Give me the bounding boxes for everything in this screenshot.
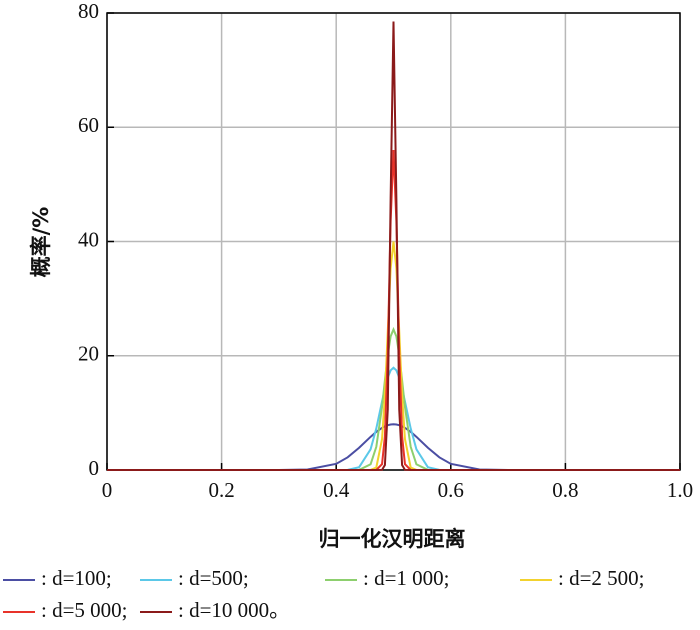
x-tick-label: 0 <box>102 478 113 502</box>
x-tick-label: 0.4 <box>323 478 350 502</box>
legend-label: : d=1 000; <box>363 566 450 590</box>
x-tick-label: 0.2 <box>208 478 234 502</box>
legend-label: : d=2 500; <box>558 566 645 590</box>
plot-frame <box>106 12 681 471</box>
series-line <box>107 150 680 471</box>
series-line <box>107 326 680 471</box>
y-tick-label: 20 <box>78 342 99 366</box>
y-tick-label: 60 <box>78 113 99 137</box>
x-tick-label: 0.8 <box>552 478 578 502</box>
y-axis-label: 概率/% <box>29 207 53 278</box>
x-axis-label: 归一化汉明距离 <box>319 527 466 551</box>
legend-label: : d=5 000; <box>41 598 128 622</box>
y-tick-label: 40 <box>78 227 99 251</box>
x-tick-label: 1.0 <box>667 478 693 502</box>
x-tick-label: 0.6 <box>438 478 464 502</box>
y-tick-label: 0 <box>89 456 100 480</box>
legend-label: : d=100; <box>41 566 112 590</box>
legend-label: : d=500; <box>178 566 249 590</box>
series-line <box>107 423 680 471</box>
series-line <box>107 21 680 471</box>
y-tick-label: 80 <box>78 0 99 23</box>
series-line <box>107 366 680 471</box>
legend-label: : d=10 000。 <box>178 598 290 622</box>
